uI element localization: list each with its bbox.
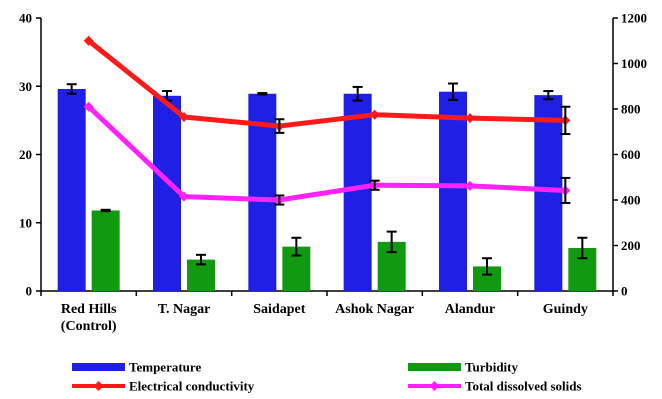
marker-total-dissolved-solids: [179, 191, 189, 202]
marker-electrical-conductivity: [369, 109, 380, 120]
error-bar: [560, 105, 571, 136]
marker-electrical-conductivity: [465, 113, 475, 124]
legend-label: Electrical conductivity: [129, 379, 255, 394]
right-tick-label: 1000: [621, 56, 647, 71]
left-tick-label: 20: [19, 147, 32, 162]
category-label: Guindy: [543, 302, 588, 317]
legend-marker: [429, 381, 440, 391]
bar-turbidity: [91, 210, 120, 291]
legend-marker: [93, 381, 104, 391]
bar-temperature: [439, 91, 467, 292]
error-bar: [386, 230, 397, 254]
line-total-dissolved-solids: [86, 104, 566, 203]
category-label: Red Hills: [61, 302, 117, 317]
category-label: Saidapet: [253, 302, 305, 317]
marker-total-dissolved-solids: [465, 180, 475, 191]
right-tick-label: 200: [621, 238, 641, 253]
bar-temperature: [57, 88, 86, 291]
right-tick-label: 1200: [621, 11, 647, 26]
error-bar: [577, 236, 588, 260]
error-bar: [66, 83, 77, 95]
category-label: T. Nagar: [158, 302, 211, 317]
error-bar: [291, 236, 302, 257]
category-label: (Control): [61, 319, 117, 334]
right-tick-label: 600: [621, 147, 641, 162]
error-bar: [543, 90, 554, 101]
error-bar: [274, 194, 285, 206]
bar-temperature: [534, 95, 563, 291]
legend-swatch: [408, 363, 461, 371]
error-bar: [369, 179, 380, 191]
legend-label: Total dissolved solids: [465, 379, 582, 394]
left-tick-label: 40: [19, 11, 32, 26]
marker-electrical-conductivity: [83, 35, 94, 46]
left-tick-label: 30: [19, 79, 32, 94]
bar-temperature: [343, 93, 372, 291]
line-electrical-conductivity: [87, 38, 566, 129]
error-bar: [196, 253, 206, 266]
left-tick-label: 0: [26, 284, 33, 299]
error-bar: [560, 176, 571, 204]
error-bar: [448, 82, 458, 101]
error-bar: [352, 85, 363, 102]
left-tick-label: 10: [19, 215, 32, 230]
legend-swatch: [72, 363, 125, 371]
error-bar: [257, 92, 268, 96]
right-tick-label: 400: [621, 193, 641, 208]
marker-total-dissolved-solids: [83, 101, 94, 112]
right-tick-label: 0: [621, 284, 628, 299]
category-label: Ashok Nagar: [335, 302, 414, 317]
error-bar: [274, 118, 285, 134]
bar-temperature: [153, 95, 181, 292]
legend-label: Turbidity: [465, 360, 518, 375]
marker-electrical-conductivity: [179, 111, 189, 122]
error-bar: [482, 257, 492, 276]
legend-label: Temperature: [129, 360, 201, 375]
category-label: Alandur: [445, 302, 496, 317]
error-bar: [100, 208, 111, 213]
right-tick-label: 800: [621, 102, 641, 117]
